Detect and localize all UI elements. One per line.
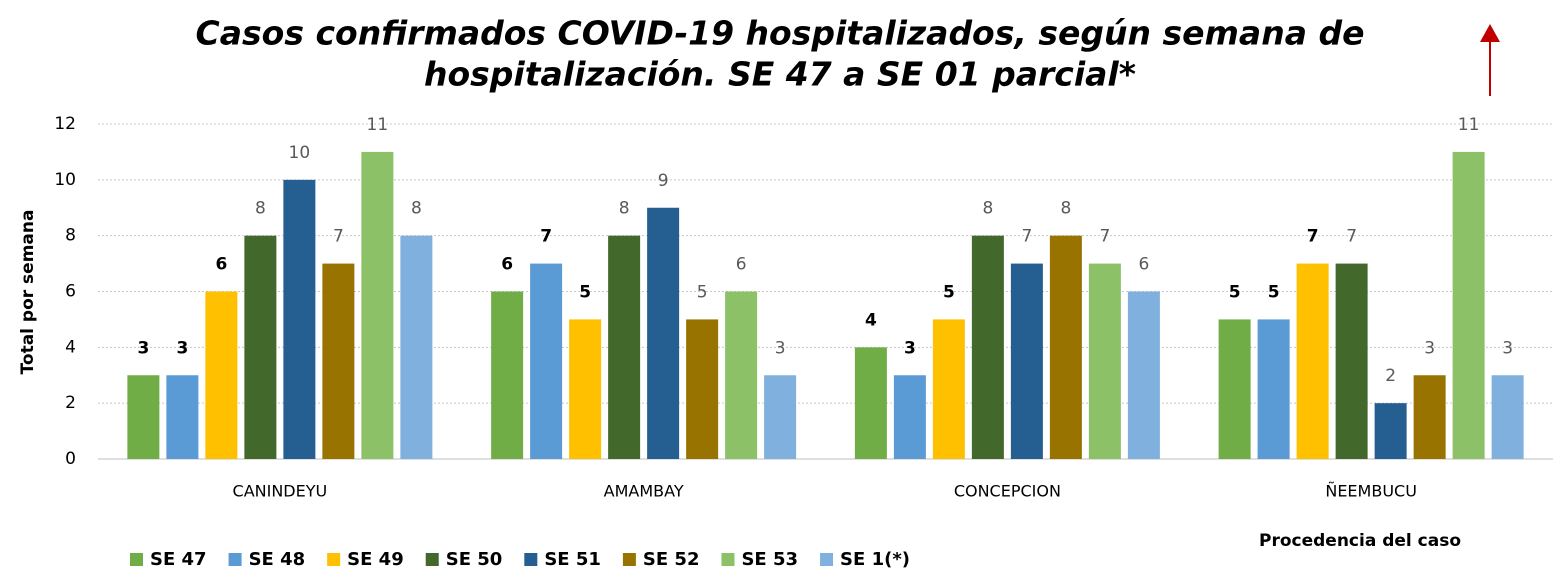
bar — [1374, 403, 1407, 459]
legend-swatch — [820, 553, 834, 566]
y-axis-title: Total por semana — [18, 210, 38, 375]
bar — [686, 319, 719, 459]
bar — [1296, 263, 1329, 459]
value-label: 2 — [1385, 366, 1396, 386]
bar — [491, 291, 524, 459]
x-axis-title: Procedencia del caso — [1259, 531, 1461, 551]
bar — [530, 263, 563, 459]
bar — [893, 375, 926, 459]
value-label: 5 — [943, 282, 955, 302]
bar — [283, 179, 316, 460]
bar — [400, 235, 433, 459]
value-label: 3 — [1502, 338, 1513, 358]
bar — [932, 319, 965, 459]
annotation-arrow — [1480, 24, 1500, 96]
value-label: 6 — [501, 255, 513, 275]
value-label: 7 — [540, 227, 552, 247]
value-label: 7 — [1307, 227, 1319, 247]
value-label: 9 — [658, 171, 669, 191]
legend-swatch — [622, 553, 636, 566]
bar — [854, 347, 887, 459]
value-label: 7 — [1021, 227, 1032, 247]
legend-label: SE 50 — [446, 549, 503, 570]
bar — [1088, 263, 1121, 459]
bar — [971, 235, 1004, 459]
bar — [127, 375, 160, 459]
value-label: 5 — [579, 282, 591, 302]
bar — [1491, 375, 1524, 459]
bar — [608, 235, 641, 459]
legend-label: SE 48 — [249, 549, 306, 570]
bar — [361, 151, 394, 459]
legend-swatch — [228, 553, 242, 566]
y-tick-label: 8 — [65, 226, 76, 246]
legend-label: SE 1(*) — [840, 549, 910, 570]
value-label: 6 — [736, 255, 747, 275]
value-label: 7 — [1099, 227, 1110, 247]
legend-label: SE 47 — [150, 549, 207, 570]
value-label: 8 — [411, 199, 422, 219]
value-label: 10 — [289, 143, 311, 163]
value-label: 11 — [367, 115, 389, 135]
bar — [1413, 375, 1446, 459]
y-tick-label: 10 — [54, 170, 76, 190]
legend-swatch — [425, 553, 439, 566]
bar — [1010, 263, 1043, 459]
value-label: 5 — [1229, 282, 1241, 302]
x-tick-label: CONCEPCION — [954, 482, 1061, 501]
bar — [1049, 235, 1082, 459]
value-label: 3 — [137, 338, 149, 358]
value-label: 11 — [1458, 115, 1480, 135]
value-label: 3 — [1424, 338, 1435, 358]
legend-label: SE 51 — [544, 549, 601, 570]
y-tick-label: 6 — [65, 282, 76, 302]
x-tick-label: ÑEEMBUCU — [1325, 482, 1417, 501]
y-tick-label: 0 — [65, 449, 76, 469]
x-tick-label: CANINDEYU — [233, 482, 328, 501]
y-tick-label: 2 — [65, 393, 76, 413]
legend-label: SE 49 — [347, 549, 404, 570]
bar — [205, 291, 238, 459]
bar — [1257, 319, 1290, 459]
bar — [569, 319, 602, 459]
value-label: 5 — [1268, 282, 1280, 302]
value-label: 7 — [333, 227, 344, 247]
value-label: 3 — [176, 338, 188, 358]
value-label: 3 — [775, 338, 786, 358]
bar — [647, 207, 680, 459]
bar — [322, 263, 355, 459]
value-label: 8 — [982, 199, 993, 219]
value-label: 6 — [1138, 255, 1149, 275]
legend-swatch — [524, 553, 538, 566]
legend-label: SE 52 — [643, 549, 700, 570]
bar — [1335, 263, 1368, 459]
chart-title: Casos confirmados COVID-19 hospitalizado… — [196, 14, 1365, 53]
legend-swatch — [721, 553, 735, 566]
bar — [166, 375, 199, 459]
value-label: 8 — [1060, 199, 1071, 219]
x-tick-label: AMAMBAY — [604, 482, 684, 501]
value-label: 7 — [1346, 227, 1357, 247]
y-tick-label: 4 — [65, 337, 76, 357]
bar — [244, 235, 277, 459]
value-label: 6 — [215, 255, 227, 275]
bar — [1127, 291, 1160, 459]
bar — [1218, 319, 1251, 459]
bar — [1452, 151, 1485, 459]
value-label: 3 — [904, 338, 916, 358]
value-label: 4 — [865, 310, 877, 330]
legend-swatch — [130, 553, 143, 566]
legend-label: SE 53 — [741, 549, 798, 570]
value-label: 8 — [255, 199, 266, 219]
chart-title: hospitalización. SE 47 a SE 01 parcial* — [424, 55, 1136, 94]
value-label: 8 — [619, 199, 630, 219]
legend-swatch — [327, 553, 341, 566]
y-tick-label: 12 — [54, 114, 76, 134]
bar — [764, 375, 797, 459]
bar — [725, 291, 758, 459]
value-label: 5 — [697, 282, 708, 302]
